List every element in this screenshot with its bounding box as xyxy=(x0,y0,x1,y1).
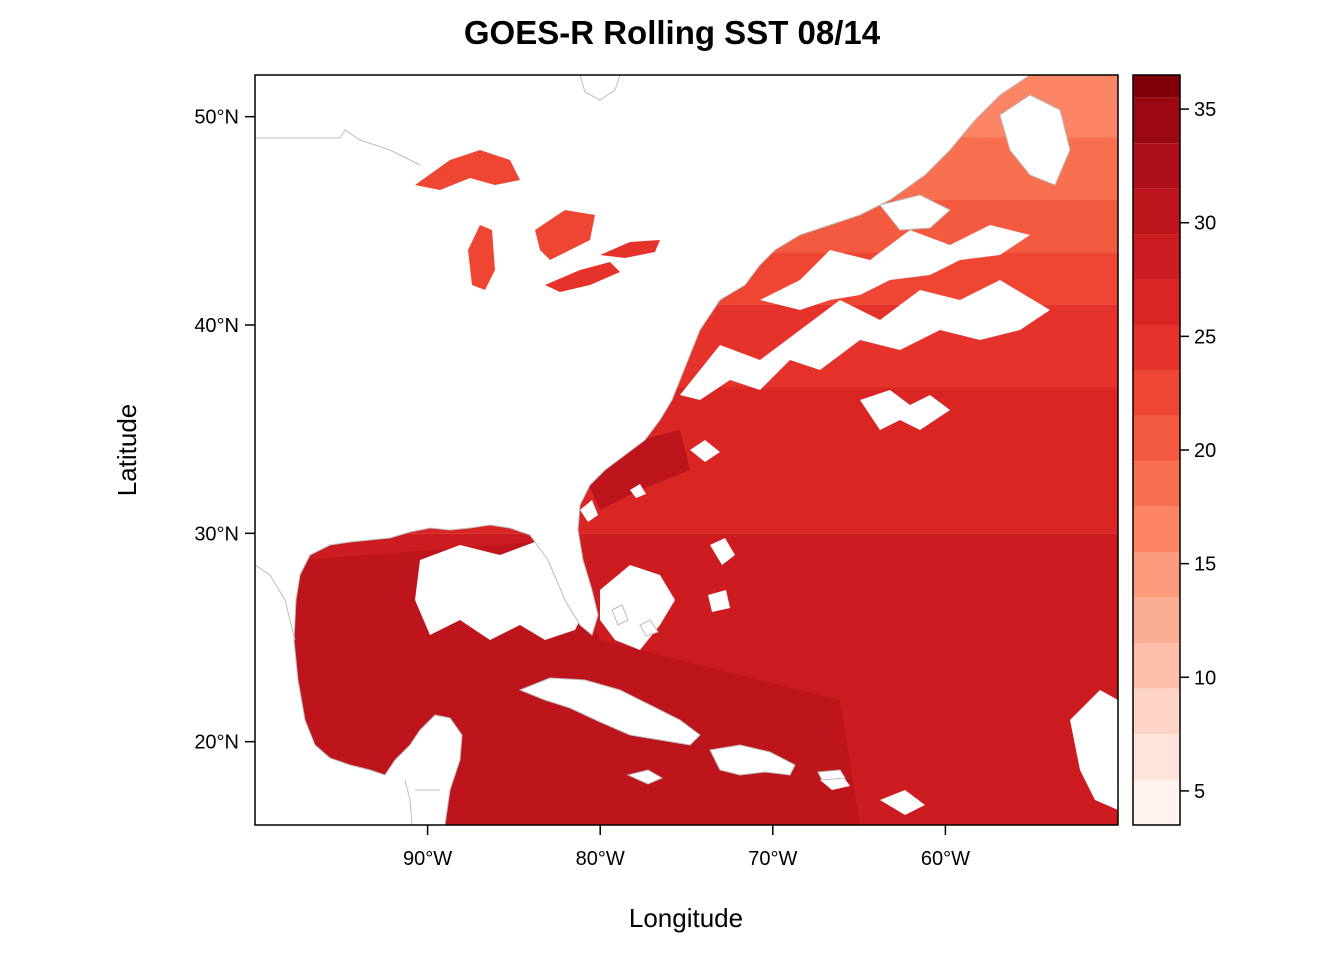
colorbar-swatch xyxy=(1133,506,1180,553)
colorbar-legend xyxy=(1133,75,1180,825)
colorbar-swatch xyxy=(1133,279,1180,325)
colorbar-swatch xyxy=(1133,97,1180,144)
colorbar-swatch xyxy=(1133,643,1180,689)
x-tick-label: 70°W xyxy=(748,848,797,870)
colorbar-tick-label: 25 xyxy=(1194,326,1216,348)
colorbar-swatch xyxy=(1133,415,1180,462)
cloud-gaps xyxy=(415,225,1118,815)
map-panel xyxy=(255,75,1118,825)
y-axis: 20°N 30°N 40°N 50°N xyxy=(194,107,255,754)
colorbar-swatch xyxy=(1133,552,1180,598)
colorbar-swatch xyxy=(1133,188,1180,235)
colorbar-swatch xyxy=(1133,688,1180,735)
y-tick-label: 20°N xyxy=(194,732,239,754)
plot-frame xyxy=(254,74,1119,826)
colorbar-tick-label: 35 xyxy=(1194,99,1216,121)
colorbar-swatch xyxy=(1133,734,1180,780)
colorbar-tick-label: 30 xyxy=(1194,213,1216,235)
colorbar-swatch xyxy=(1133,370,1180,416)
colorbar-tick-label: 5 xyxy=(1194,781,1205,803)
colorbar-swatch xyxy=(1133,234,1180,280)
gulf-stream-warm-core xyxy=(582,430,690,510)
colorbar-swatch xyxy=(1133,779,1180,825)
x-tick-label: 80°W xyxy=(576,848,625,870)
x-tick-label: 60°W xyxy=(921,848,970,870)
political-borders xyxy=(255,129,440,825)
colorbar-axis: 5 10 15 20 25 30 35 xyxy=(1180,99,1216,803)
y-tick-label: 30°N xyxy=(194,523,239,545)
x-tick-label: 90°W xyxy=(403,848,452,870)
y-tick-label: 50°N xyxy=(194,107,239,129)
map-title: GOES-R Rolling SST 08/14 xyxy=(464,14,881,51)
colorbar-tick-label: 15 xyxy=(1194,554,1216,576)
colorbar-swatch xyxy=(1133,75,1180,98)
great-lakes xyxy=(415,150,660,292)
colorbar-swatch xyxy=(1133,597,1180,644)
colorbar-swatch xyxy=(1133,143,1180,189)
colorbar-swatch xyxy=(1133,461,1180,507)
y-axis-label: Latitude xyxy=(112,404,142,497)
x-axis-label: Longitude xyxy=(629,903,743,933)
y-tick-label: 40°N xyxy=(194,315,239,337)
x-axis: 90°W 80°W 70°W 60°W xyxy=(403,825,970,870)
land-mask xyxy=(255,75,1071,825)
colorbar-tick-label: 10 xyxy=(1194,667,1216,689)
colorbar-tick-label: 20 xyxy=(1194,440,1216,462)
colorbar-swatch xyxy=(1133,325,1180,371)
